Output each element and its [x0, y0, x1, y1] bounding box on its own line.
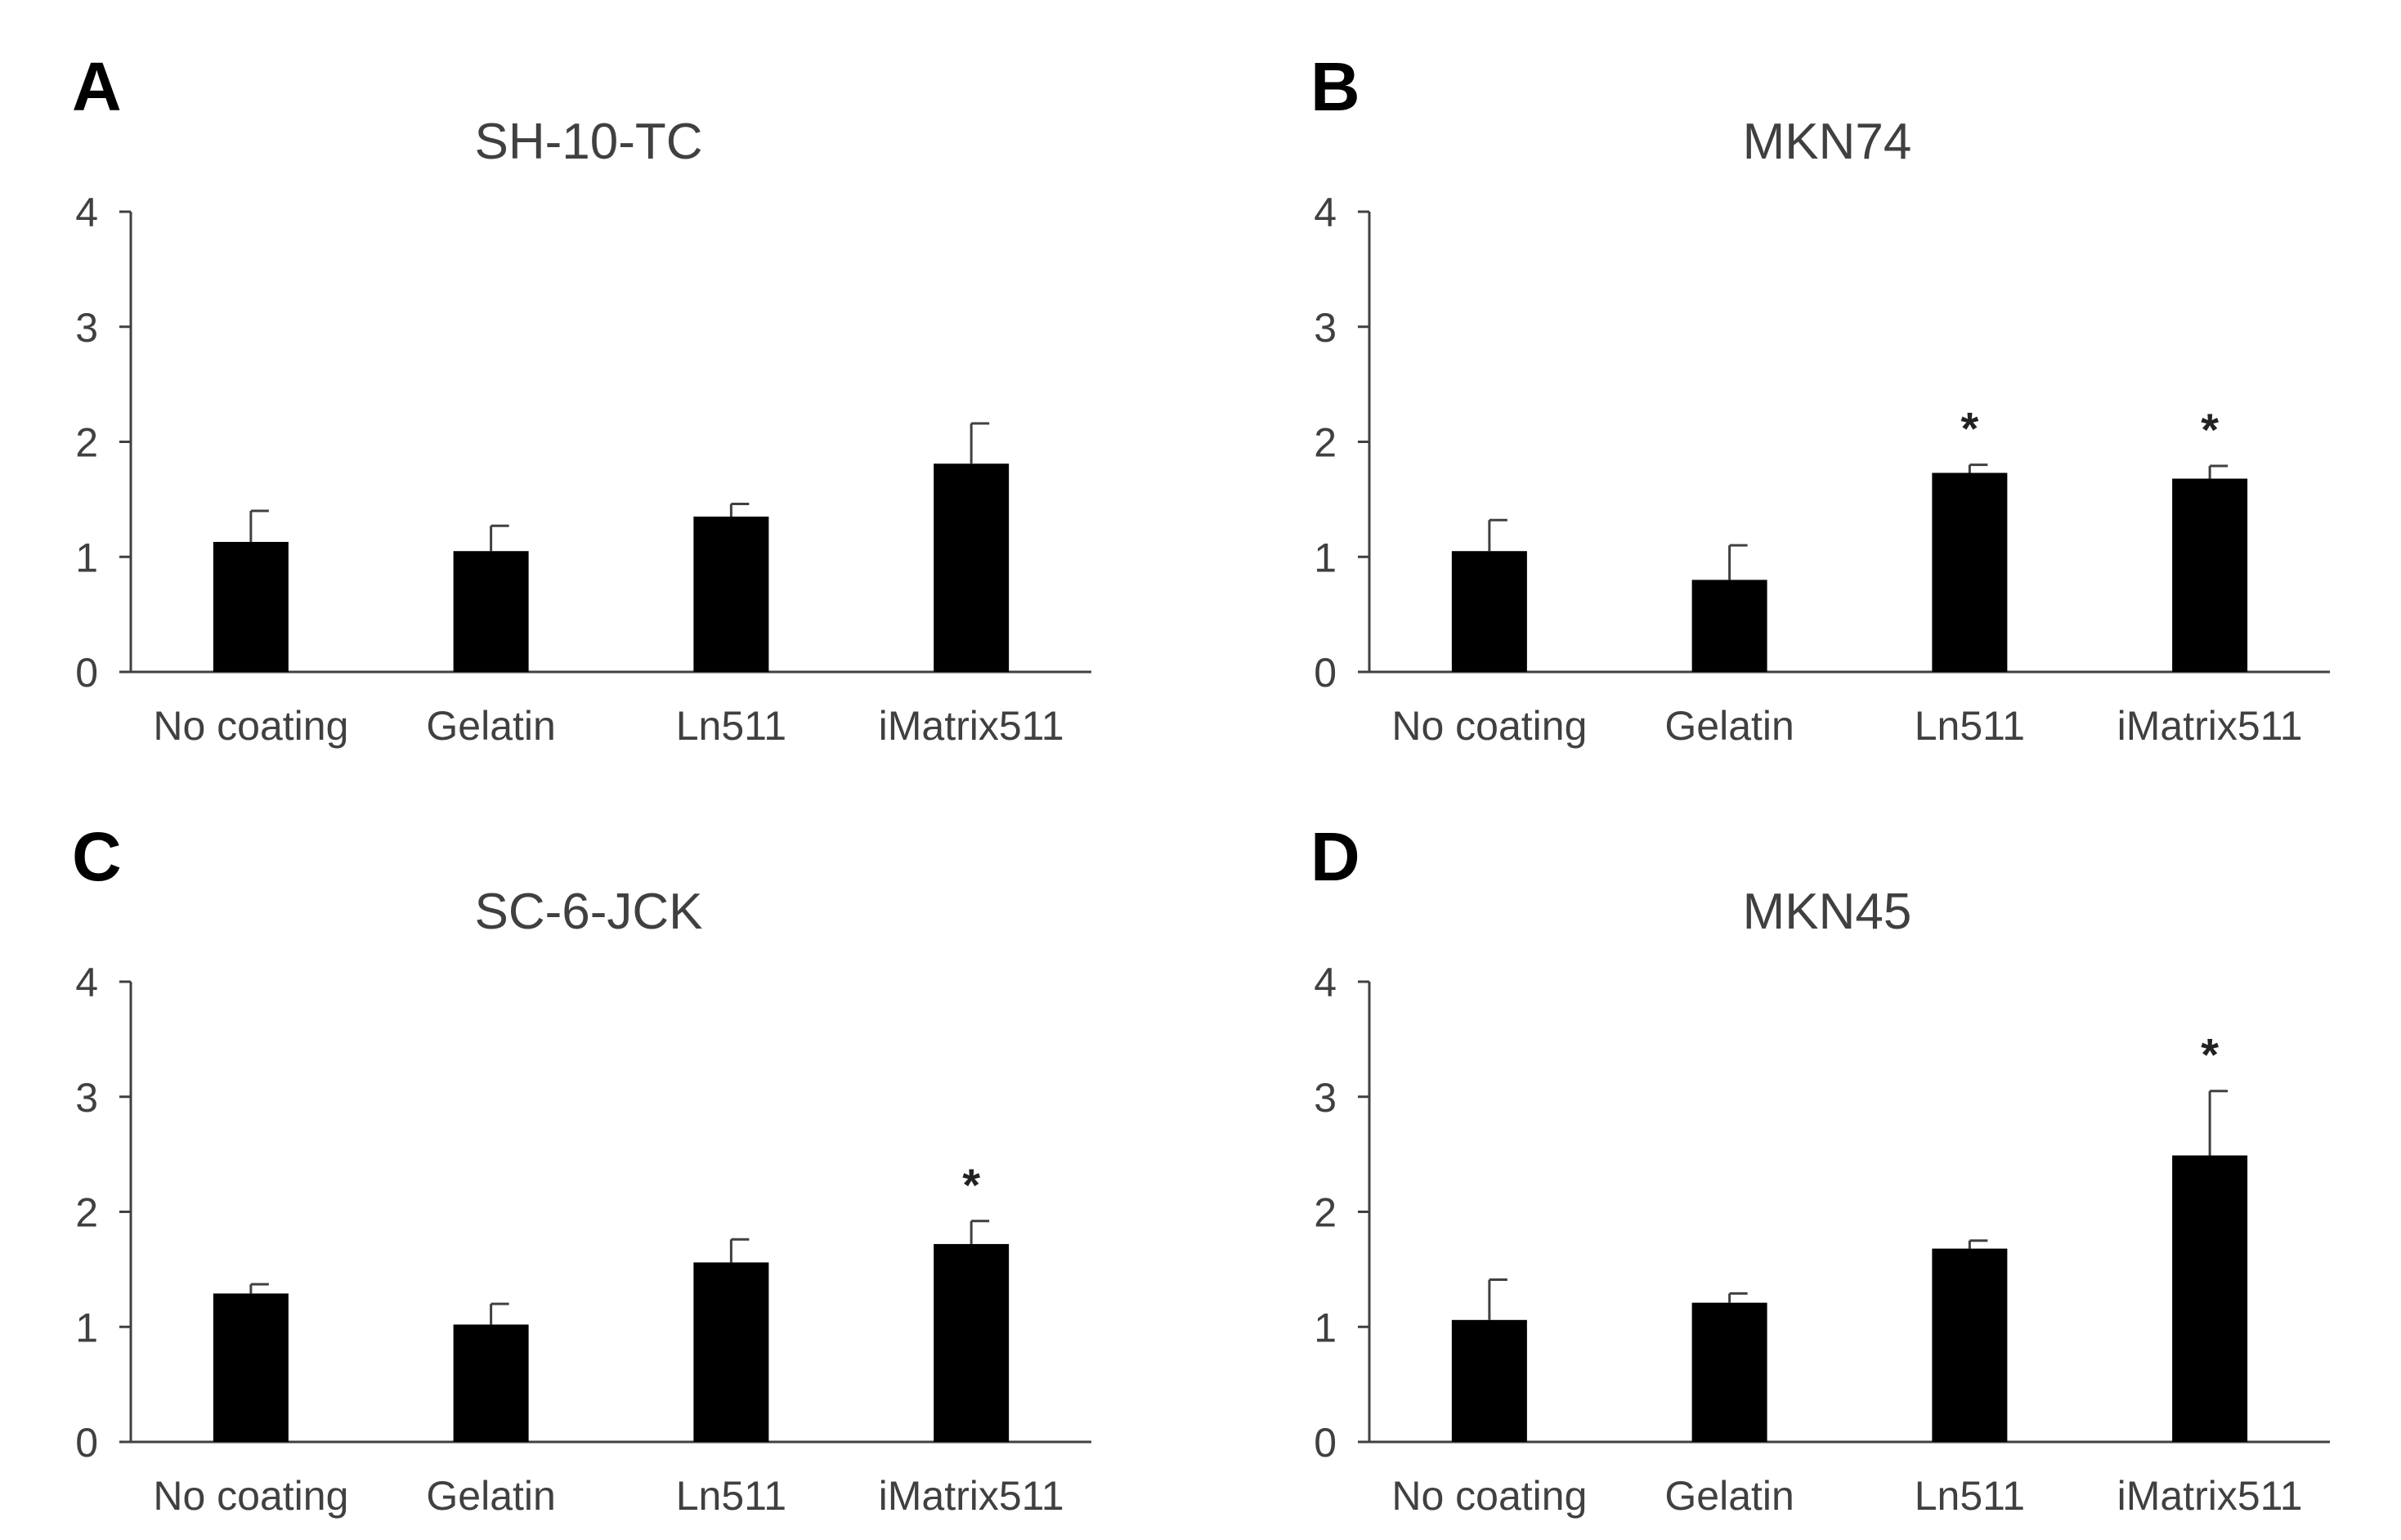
significance-marker: *	[1960, 403, 1978, 454]
panel-letter: C	[72, 818, 122, 895]
significance-marker: *	[2201, 404, 2219, 455]
x-tick-label: No coating	[1391, 703, 1587, 749]
bar	[693, 1262, 769, 1442]
x-tick-label: iMatrix511	[879, 1473, 1064, 1519]
x-tick-label: iMatrix511	[879, 703, 1064, 749]
bar	[213, 541, 289, 672]
chart-panel-d: D MKN45 0 1 2 3 4 No coating Gelatin Ln511 iMatr…	[1239, 770, 2401, 1540]
bar	[1691, 580, 1767, 672]
chart-panel-b: B MKN74 0 1 2 3 4 No coating Gelatin Ln511 * iMat…	[1239, 0, 2401, 770]
bar	[1932, 1248, 2008, 1442]
chart-title: MKN45	[1742, 884, 1912, 940]
x-tick-label: No coating	[153, 703, 348, 749]
x-tick-label: Gelatin	[426, 703, 555, 749]
panel-letter: A	[72, 48, 122, 125]
y-tick-label: 1	[75, 535, 98, 580]
y-tick-label: 3	[1314, 1075, 1337, 1121]
y-tick-label: 2	[75, 1190, 98, 1236]
y-tick-label: 0	[75, 1420, 98, 1466]
x-tick-label: iMatrix511	[2117, 1473, 2303, 1519]
y-tick-label: 0	[75, 650, 98, 696]
x-tick-label: Ln511	[1915, 1473, 2025, 1519]
bar	[213, 1293, 289, 1442]
bar	[1451, 551, 1527, 672]
bar	[1691, 1302, 1767, 1442]
bar	[934, 1243, 1010, 1442]
significance-marker: *	[2201, 1029, 2219, 1081]
panel-letter: B	[1310, 48, 1360, 125]
x-tick-label: Gelatin	[426, 1473, 555, 1519]
y-tick-label: 1	[75, 1305, 98, 1350]
bar-chart-plot: 0 1 2 3 4 No coating Gelatin Ln511 * iMatrix511 *	[1314, 190, 2330, 749]
x-tick-label: iMatrix511	[2117, 703, 2303, 749]
chart-panel-c: C SC-6-JCK 0 1 2 3 4 No coating Gelatin Ln511 iM…	[0, 770, 1200, 1540]
significance-marker: *	[962, 1159, 980, 1211]
x-tick-label: Gelatin	[1664, 1473, 1794, 1519]
bar	[2172, 1155, 2248, 1442]
bar-chart-plot: 0 1 2 3 4 No coating Gelatin Ln511 iMatrix511 *	[1314, 960, 2330, 1519]
y-tick-label: 1	[1314, 1305, 1337, 1350]
y-tick-label: 4	[1314, 960, 1337, 1005]
x-tick-label: No coating	[1391, 1473, 1587, 1519]
chart-title: SC-6-JCK	[474, 884, 703, 940]
bar	[1932, 472, 2008, 672]
y-tick-label: 3	[75, 1075, 98, 1121]
y-tick-label: 4	[75, 960, 98, 1005]
bar	[453, 1324, 529, 1442]
y-tick-label: 2	[1314, 1190, 1337, 1236]
chart-panel-a: A SH-10-TC 0 1 2 3 4 No coating Gelatin Ln511 iM…	[0, 0, 1200, 770]
x-tick-label: Ln511	[676, 1473, 786, 1519]
x-tick-label: Ln511	[1915, 703, 2025, 749]
bar	[934, 463, 1010, 672]
bar-chart-plot: 0 1 2 3 4 No coating Gelatin Ln511 iMatrix511 *	[75, 960, 1091, 1519]
y-tick-label: 0	[1314, 1420, 1337, 1466]
bar	[693, 516, 769, 672]
bar-chart-plot: 0 1 2 3 4 No coating Gelatin Ln511 iMatrix511	[75, 190, 1091, 749]
y-tick-label: 1	[1314, 535, 1337, 580]
x-tick-label: Ln511	[676, 703, 786, 749]
y-tick-label: 3	[75, 305, 98, 351]
y-tick-label: 2	[1314, 420, 1337, 466]
y-tick-label: 4	[1314, 190, 1337, 235]
y-tick-label: 3	[1314, 305, 1337, 351]
chart-title: SH-10-TC	[474, 114, 703, 170]
chart-title: MKN74	[1742, 114, 1912, 170]
panel-letter: D	[1310, 818, 1360, 895]
y-tick-label: 2	[75, 420, 98, 466]
x-tick-label: Gelatin	[1664, 703, 1794, 749]
bar	[453, 551, 529, 672]
y-tick-label: 0	[1314, 650, 1337, 696]
bar	[2172, 478, 2248, 672]
x-tick-label: No coating	[153, 1473, 348, 1519]
y-tick-label: 4	[75, 190, 98, 235]
bar	[1451, 1319, 1527, 1442]
